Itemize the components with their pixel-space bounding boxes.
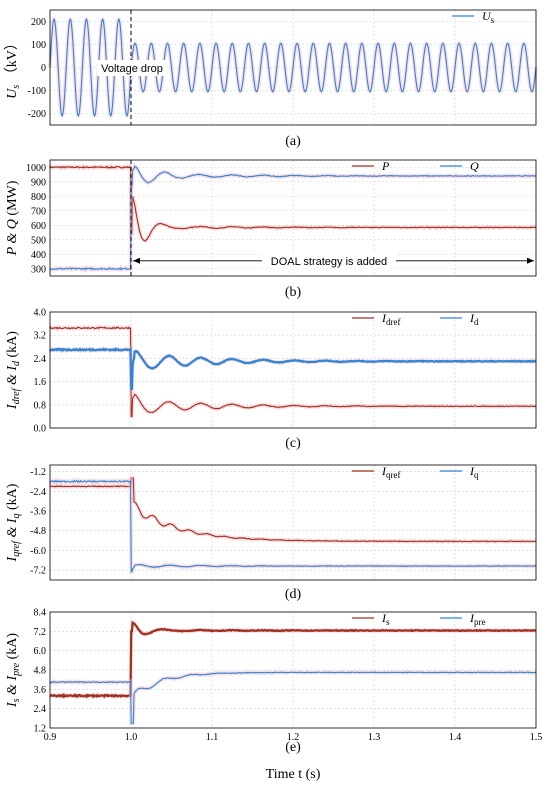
legend-label: Id: [469, 311, 479, 327]
x-tick-label: 1.4: [449, 732, 462, 743]
y-tick-label: -7.2: [30, 566, 46, 577]
legend-label: P: [381, 159, 390, 173]
y-tick-label: 0.8: [34, 400, 47, 411]
caption-e: (e): [285, 740, 301, 755]
annotation-bg: [97, 60, 167, 76]
y-tick-label: -100: [28, 86, 46, 97]
y-tick-label: 6.0: [34, 646, 47, 657]
chart-panel-d: -1.2 -2.4 -3.6 -4.8 -6.0 -7.2 Iqref Iq Iqref & I…: [5, 464, 537, 602]
y-tick-label: 900: [31, 177, 46, 188]
y-tick-label: 800: [31, 192, 46, 203]
y-tick-label: 0: [41, 63, 46, 74]
legend-label: Idref: [381, 311, 401, 327]
caption-a: (a): [285, 134, 301, 149]
legend-d: Iqref Iq: [352, 464, 479, 480]
legend-label: Ipre: [469, 611, 486, 627]
y-axis-label-d: Iqref & Iq (kA): [5, 483, 22, 562]
plot-frame: [49, 464, 537, 581]
series-line-e-0: [49, 621, 537, 699]
y-tick-label: 8.4: [34, 608, 47, 619]
arrow-head-left: [133, 257, 140, 264]
y-tick-label: 600: [31, 221, 46, 232]
y-tick-label: 100: [31, 40, 46, 51]
y-tick-label: -200: [28, 109, 46, 120]
y-axis-label-b: P & Q (MW): [5, 180, 20, 256]
y-tick-label: 200: [31, 17, 46, 28]
y-tick-label: 1.2: [34, 724, 47, 735]
y-tick-label: 0.0: [34, 424, 47, 435]
series-line-e-1: [49, 671, 537, 724]
y-tick-label: -4.8: [30, 526, 46, 537]
legend-label: Iq: [469, 464, 479, 480]
annotation-doal: DOAL strategy is added: [271, 256, 387, 268]
y-tick-label: 4.0: [34, 308, 47, 319]
plot-frame: [49, 9, 537, 126]
y-tick-label: 1.6: [34, 377, 47, 388]
y-axis-label-a: Us （kV）: [4, 36, 22, 99]
y-tick-label: 3.6: [34, 685, 47, 696]
y-tick-label: -6.0: [30, 546, 46, 557]
plot-frame: [49, 611, 537, 729]
x-tick-label: 1.2: [287, 732, 300, 743]
x-axis-label: Time t (s): [266, 767, 321, 782]
y-tick-label: -3.6: [30, 507, 46, 518]
y-tick-label: 700: [31, 206, 46, 217]
chart-panel-e: 8.4 7.2 6.0 4.8 3.6 2.4 1.2 Is Ipre Is & Ipre (kA…: [5, 608, 537, 755]
series-line-d-1: [49, 479, 537, 573]
x-tick-label: 0.9: [44, 732, 57, 743]
caption-b: (b): [285, 285, 302, 300]
y-tick-label: 400: [31, 250, 46, 261]
plot-frame: [49, 159, 537, 277]
series-line-c-1: [49, 346, 537, 390]
arrow-head-right: [527, 257, 534, 264]
legend-label: Us: [482, 9, 495, 25]
y-tick-label: 2.4: [34, 704, 47, 715]
y-tick-label: -2.4: [30, 487, 46, 498]
legend-a: Us: [452, 9, 495, 25]
y-tick-label: 2.4: [34, 354, 47, 365]
caption-c: (c): [285, 436, 301, 451]
legend-c: Idref Id: [352, 311, 479, 327]
y-tick-label: 7.2: [34, 627, 47, 638]
y-tick-label: 300: [31, 264, 46, 275]
y-tick-label: 1000: [26, 163, 46, 174]
chart-panel-a: 200 100 0 -100 -200 Us Voltage drop Us （kV） (a): [4, 9, 538, 149]
y-tick-label: 500: [31, 235, 46, 246]
y-axis-label-c: Idref & Id (kA): [5, 331, 22, 410]
annotation-voltage-drop: Voltage drop: [101, 63, 163, 75]
y-axis-label-e: Is & Ipre (kA): [5, 633, 22, 708]
x-tick-label: 1.5: [530, 732, 543, 743]
legend-label: Is: [381, 611, 390, 627]
legend-e: Is Ipre: [352, 611, 486, 627]
series-line-b-1: [49, 165, 537, 271]
y-tick-label: -1.2: [30, 467, 46, 478]
plot-frame: [49, 311, 537, 429]
annotation-bg: [262, 252, 396, 269]
legend-label: Q: [470, 159, 479, 173]
x-tick-label: 1.1: [206, 732, 219, 743]
caption-d: (d): [285, 587, 302, 602]
y-tick-label: 3.2: [34, 331, 47, 342]
x-tick-label: 1.3: [368, 732, 381, 743]
x-tick-label: 1.0: [125, 732, 138, 743]
legend-label: Iqref: [381, 464, 401, 480]
y-tick-label: 4.8: [34, 666, 47, 677]
chart-panel-c: 4.0 3.2 2.4 1.6 0.8 0.0 Idref Id Idref & Id (kA)…: [5, 308, 537, 451]
